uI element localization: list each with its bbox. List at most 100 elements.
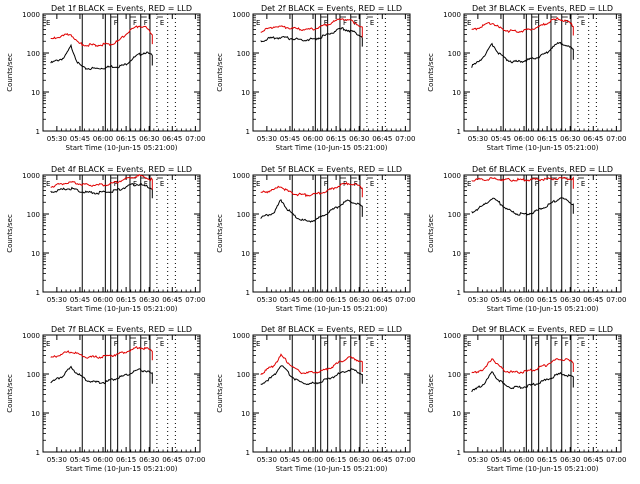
chart-title: Det 4f BLACK = Events, RED = LLD bbox=[51, 165, 192, 174]
x-tick-label: 05:45 bbox=[280, 296, 300, 304]
flag-letter: E bbox=[370, 180, 374, 188]
chart-panel-det-4: Det 4f BLACK = Events, RED = LLD 1 10 100 10… bbox=[6, 165, 205, 313]
y-tick-label: 10 bbox=[241, 250, 250, 258]
y-tick-label: 1 bbox=[457, 128, 461, 136]
x-tick-label: 05:30 bbox=[468, 296, 488, 304]
x-tick-label: 06:30 bbox=[560, 296, 580, 304]
plot-frame bbox=[42, 174, 201, 293]
flag-letter: F bbox=[554, 340, 558, 348]
series-line-lld bbox=[50, 174, 153, 190]
x-tick-label: 06:45 bbox=[583, 135, 603, 143]
plot-frame bbox=[252, 174, 411, 293]
y-tick-label: 1000 bbox=[443, 332, 461, 340]
x-axis-label: Start Time (10-Jun-15 05:21:00) bbox=[66, 144, 178, 152]
y-tick-label: 100 bbox=[27, 50, 40, 58]
flag-letter: F bbox=[324, 19, 328, 27]
plot-frame bbox=[252, 13, 411, 132]
x-tick-label: 05:30 bbox=[47, 135, 67, 143]
x-tick-label: 06:00 bbox=[514, 456, 534, 464]
y-tick-label: 1 bbox=[457, 449, 461, 457]
y-axis-label: Counts/sec bbox=[216, 214, 224, 253]
x-tick-label: 06:45 bbox=[583, 456, 603, 464]
flag-letter: E bbox=[160, 340, 164, 348]
y-axis-label: Counts/sec bbox=[427, 53, 435, 92]
y-tick-label: 100 bbox=[448, 371, 461, 379]
flag-letter: F bbox=[343, 340, 347, 348]
x-tick-label: 05:30 bbox=[257, 456, 277, 464]
x-tick-label: 06:30 bbox=[139, 135, 159, 143]
x-tick-label: 05:45 bbox=[70, 456, 90, 464]
x-tick-label: 06:00 bbox=[303, 296, 323, 304]
y-tick-label: 1 bbox=[246, 128, 250, 136]
y-tick-label: 1 bbox=[246, 449, 250, 457]
series-line-lld bbox=[50, 25, 153, 48]
x-tick-label: 06:15 bbox=[326, 456, 346, 464]
x-tick-label: 05:45 bbox=[280, 456, 300, 464]
plot-frame bbox=[463, 334, 622, 453]
y-tick-label: 1000 bbox=[232, 172, 250, 180]
y-axis-label: Counts/sec bbox=[6, 53, 14, 92]
x-axis-label: Start Time (10-Jun-15 05:21:00) bbox=[487, 465, 599, 473]
x-axis-label: Start Time (10-Jun-15 05:21:00) bbox=[276, 305, 388, 313]
series-line-events bbox=[260, 365, 363, 386]
series-line-lld bbox=[471, 176, 574, 189]
flag-letter: F bbox=[565, 19, 569, 27]
x-tick-label: 06:45 bbox=[372, 135, 392, 143]
flag-letter: E bbox=[370, 340, 374, 348]
x-tick-label: 06:00 bbox=[93, 296, 113, 304]
flag-letter: F bbox=[114, 180, 118, 188]
flag-letter-start: E bbox=[467, 180, 471, 188]
flag-letter-start: E bbox=[467, 340, 471, 348]
y-tick-label: 100 bbox=[27, 371, 40, 379]
x-tick-label: 07:00 bbox=[185, 135, 205, 143]
flag-letter-start: E bbox=[46, 340, 50, 348]
x-tick-label: 05:30 bbox=[257, 135, 277, 143]
y-tick-label: 100 bbox=[237, 211, 250, 219]
flag-letter: F bbox=[565, 180, 569, 188]
x-axis-label: Start Time (10-Jun-15 05:21:00) bbox=[276, 465, 388, 473]
x-tick-label: 05:30 bbox=[47, 456, 67, 464]
chart-title: Det 1f BLACK = Events, RED = LLD bbox=[51, 4, 192, 13]
x-tick-label: 05:45 bbox=[491, 296, 511, 304]
y-tick-label: 1000 bbox=[232, 332, 250, 340]
x-tick-label: 06:15 bbox=[116, 296, 136, 304]
x-tick-label: 06:15 bbox=[326, 135, 346, 143]
chart-panel-det-1: Det 1f BLACK = Events, RED = LLD 1 10 100 10… bbox=[6, 4, 205, 152]
chart-title: Det 9f BLACK = Events, RED = LLD bbox=[472, 325, 613, 334]
series-line-events bbox=[471, 370, 574, 393]
y-tick-label: 1 bbox=[36, 449, 40, 457]
x-tick-label: 05:45 bbox=[491, 135, 511, 143]
flag-letter: F bbox=[144, 340, 148, 348]
x-tick-label: 05:45 bbox=[70, 296, 90, 304]
flag-letter: F bbox=[324, 180, 328, 188]
x-axis-label: Start Time (10-Jun-15 05:21:00) bbox=[487, 305, 599, 313]
y-tick-label: 10 bbox=[452, 250, 461, 258]
chart-panel-det-3: Det 3f BLACK = Events, RED = LLD 1 10 100 10… bbox=[427, 4, 626, 152]
series-line-lld bbox=[50, 346, 153, 361]
x-tick-label: 06:45 bbox=[372, 456, 392, 464]
chart-panel-det-5: Det 5f BLACK = Events, RED = LLD 1 10 100 10… bbox=[216, 165, 415, 313]
x-tick-label: 07:00 bbox=[606, 456, 626, 464]
x-axis-label: Start Time (10-Jun-15 05:21:00) bbox=[276, 144, 388, 152]
y-axis-label: Counts/sec bbox=[216, 53, 224, 92]
flag-letter-start: E bbox=[467, 19, 471, 27]
chart-title: Det 7f BLACK = Events, RED = LLD bbox=[51, 325, 192, 334]
y-tick-label: 10 bbox=[241, 410, 250, 418]
x-tick-label: 06:30 bbox=[349, 296, 369, 304]
flag-letter-start: E bbox=[256, 340, 260, 348]
x-tick-label: 05:45 bbox=[491, 456, 511, 464]
flag-letter-start: E bbox=[256, 180, 260, 188]
plot-frame bbox=[463, 174, 622, 293]
y-tick-label: 1 bbox=[457, 289, 461, 297]
series-line-events bbox=[50, 43, 153, 71]
x-tick-label: 06:15 bbox=[537, 135, 557, 143]
y-tick-label: 100 bbox=[27, 211, 40, 219]
flag-letter: F bbox=[133, 180, 137, 188]
x-tick-label: 06:45 bbox=[583, 296, 603, 304]
x-tick-label: 05:45 bbox=[70, 135, 90, 143]
series-line-lld bbox=[260, 18, 363, 38]
chart-title: Det 2f BLACK = Events, RED = LLD bbox=[261, 4, 402, 13]
flag-letter: E bbox=[581, 19, 585, 27]
chart-title: Det 8f BLACK = Events, RED = LLD bbox=[261, 325, 402, 334]
